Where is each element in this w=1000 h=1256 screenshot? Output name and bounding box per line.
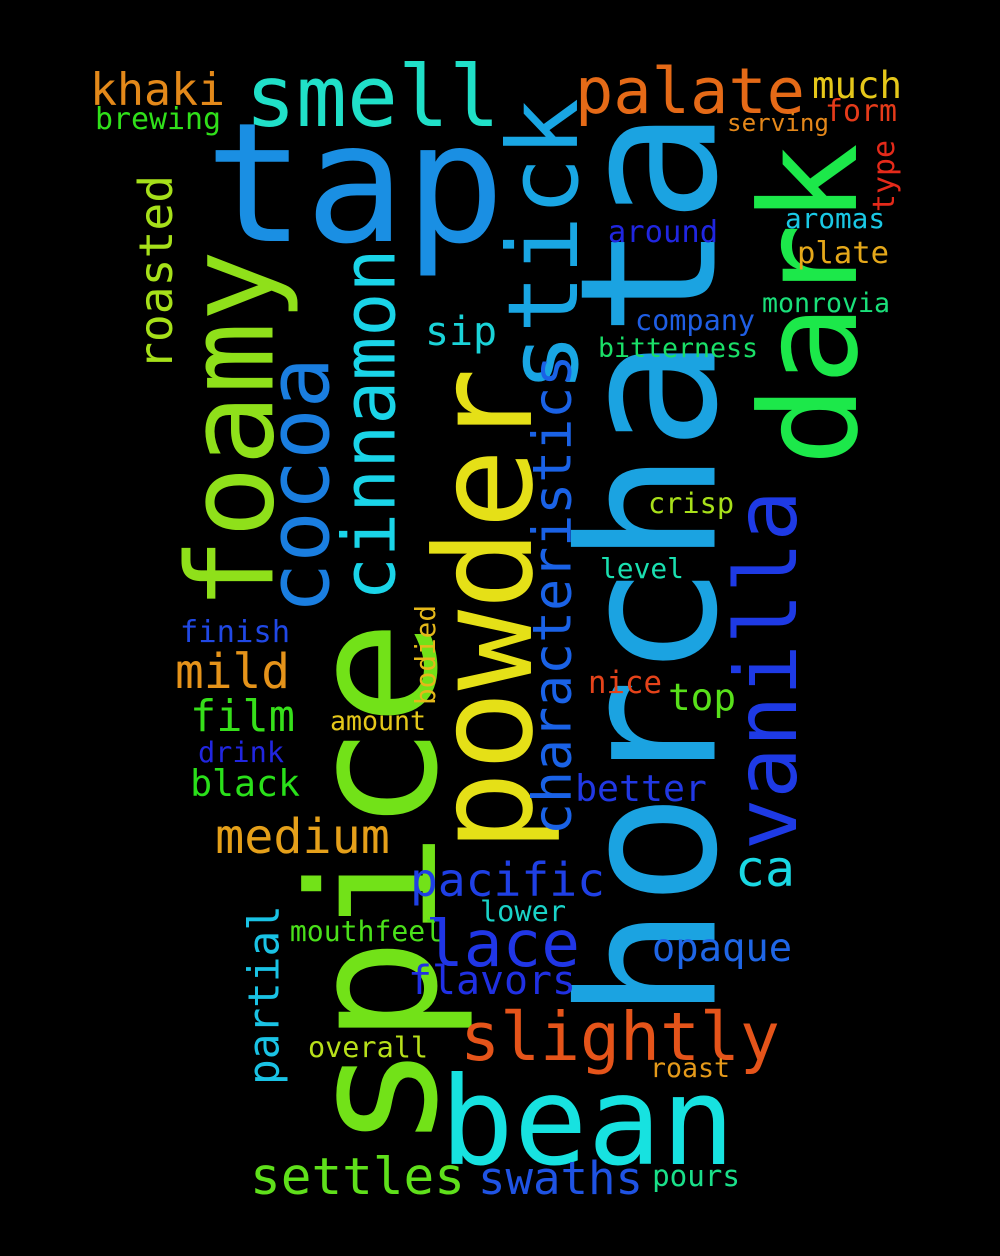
word-monrovia: monrovia	[761, 287, 891, 319]
word-khaki: khaki	[89, 63, 226, 117]
word-form: form	[825, 94, 897, 130]
word-serving: serving	[727, 109, 829, 138]
word-characteristics: characteristics	[521, 354, 584, 836]
word-mild: mild	[174, 644, 291, 700]
word-bean: bean	[440, 1050, 736, 1194]
word-pacific: pacific	[409, 853, 606, 908]
word-level: level	[600, 552, 684, 586]
word-pours: pours	[652, 1159, 740, 1194]
word-aromas: aromas	[784, 202, 886, 236]
word-vanilla: vanilla	[717, 490, 817, 850]
word-roasted: roasted	[128, 174, 183, 371]
word-ca: ca	[735, 840, 795, 899]
word-nice: nice	[588, 665, 662, 701]
word-smell: smell	[245, 47, 500, 147]
word-lace: lace	[424, 906, 581, 982]
word-bitterness: bitterness	[597, 332, 759, 364]
word-mouthfeel: mouthfeel	[289, 914, 443, 948]
word-better: better	[575, 766, 707, 810]
word-bodied: bodied	[409, 604, 443, 706]
word-top: top	[667, 675, 737, 720]
word-company: company	[634, 303, 756, 337]
word-black: black	[190, 761, 300, 805]
word-slightly: slightly	[460, 998, 780, 1077]
word-much: much	[811, 63, 903, 108]
word-sip: sip	[424, 309, 498, 356]
word-around: around	[607, 214, 719, 250]
word-cocoa: cocoa	[250, 356, 350, 614]
word-plate: plate	[796, 235, 890, 271]
word-overall: overall	[307, 1030, 429, 1064]
word-cinnamon: cinnamon	[327, 248, 413, 602]
word-crisp: crisp	[647, 485, 735, 520]
word-medium: medium	[215, 809, 390, 866]
word-tap: tap	[205, 87, 505, 281]
word-roast: roast	[649, 1052, 731, 1084]
word-amount: amount	[329, 705, 427, 737]
word-partial: partial	[239, 905, 290, 1085]
word-lower: lower	[479, 893, 567, 928]
word-palate: palate	[574, 54, 806, 129]
word-flavors: flavors	[407, 958, 577, 1005]
word-swaths: swaths	[477, 1152, 644, 1206]
word-film: film	[190, 692, 295, 743]
word-settles: settles	[250, 1148, 465, 1207]
word-opaque: opaque	[651, 925, 793, 971]
word-drink: drink	[197, 734, 285, 769]
word-finish: finish	[179, 614, 291, 650]
word-brewing: brewing	[95, 102, 221, 138]
